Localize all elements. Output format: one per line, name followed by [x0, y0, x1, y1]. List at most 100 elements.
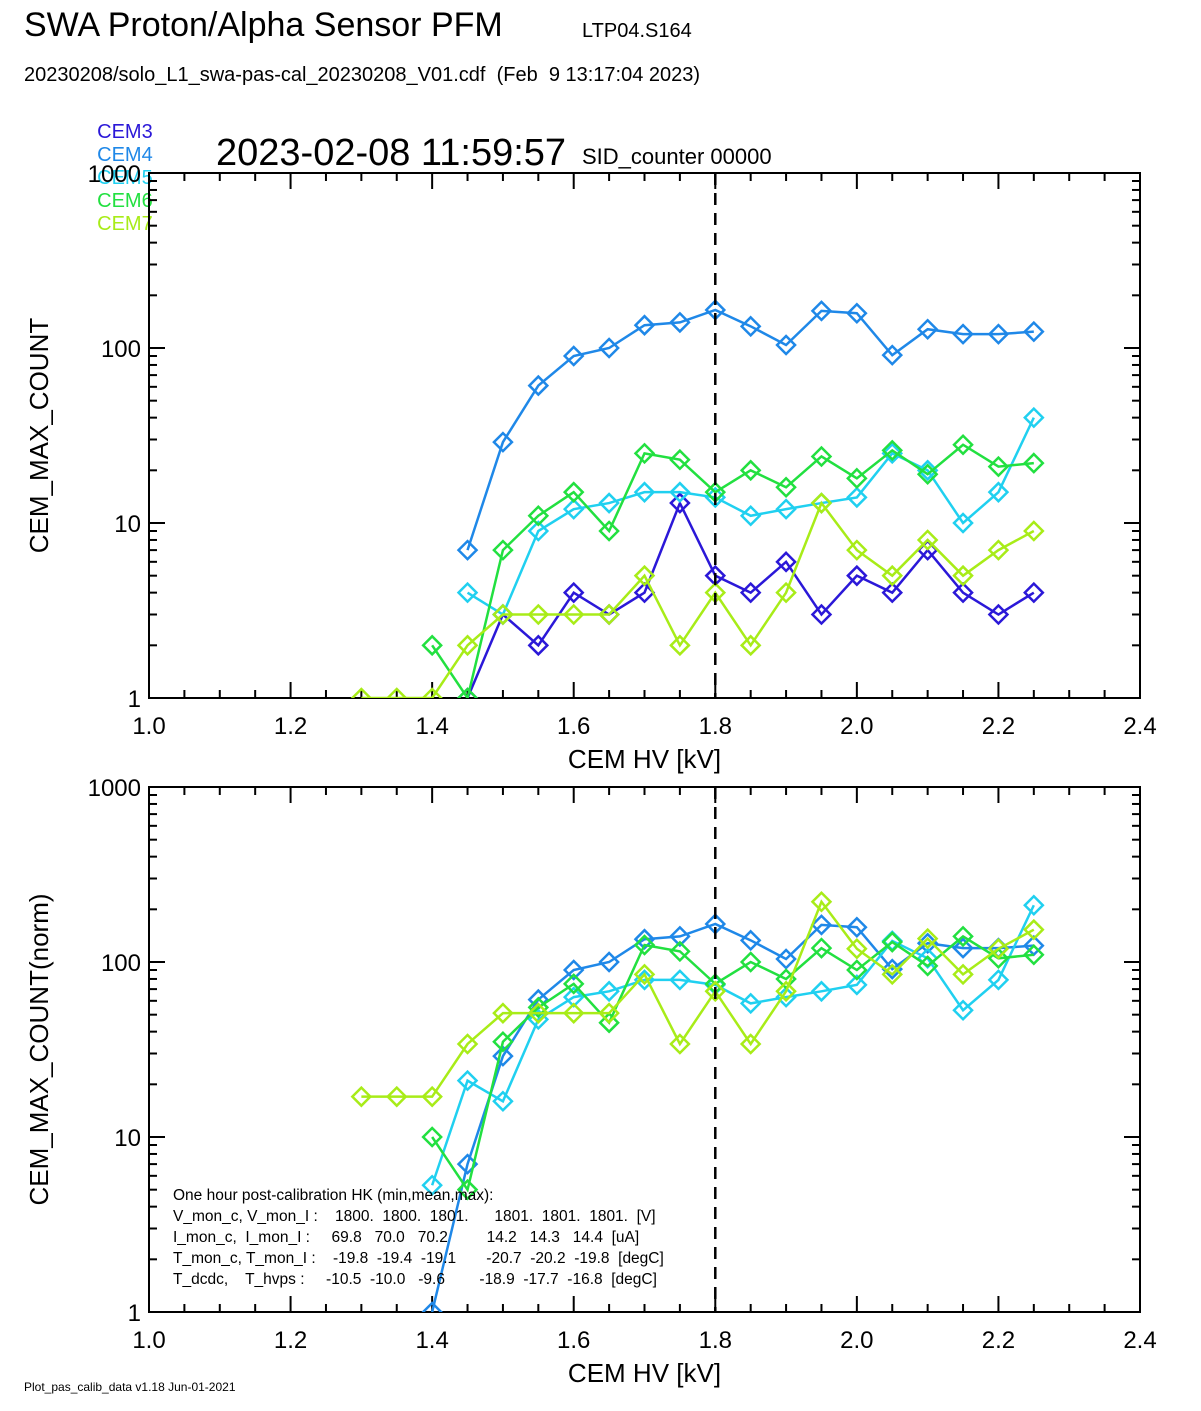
- data-point-cem3: [952, 581, 974, 604]
- data-point-cem4: [775, 334, 797, 356]
- data-point-cem3: [739, 581, 762, 604]
- series-line-cem6: [431, 443, 1034, 698]
- data-point-cem7: [775, 980, 797, 1003]
- x-axis-title: CEM HV [kV]: [568, 1358, 721, 1388]
- data-point-cem6: [987, 947, 1010, 970]
- sid-counter: SID_counter 00000: [582, 144, 772, 169]
- data-point-cem3: [775, 551, 797, 573]
- run-id-label: LTP04.S164: [582, 20, 692, 42]
- data-point-cem6: [846, 959, 868, 981]
- data-point-cem4: [987, 323, 1010, 345]
- legend-item-cem6: CEM6: [97, 190, 153, 212]
- data-point-cem6: [952, 925, 974, 948]
- data-point-cem5: [739, 504, 762, 527]
- data-point-cem5: [987, 969, 1010, 991]
- data-point-cem4: [952, 323, 974, 345]
- data-point-cem6: [598, 1011, 620, 1034]
- data-point-cem5: [1023, 894, 1045, 917]
- series-line-cem4: [466, 308, 1034, 551]
- series-line-cem7: [361, 899, 1035, 1098]
- data-point-cem4: [421, 1301, 443, 1312]
- panel-1: 1.0 1.2 1.4 1.6 1.8 2.0 2.2 2.4 1 10 100 1000 CEM HV…: [24, 161, 1157, 774]
- y-axis-title: CEM_MAX_COUNT(norm): [24, 893, 54, 1205]
- data-point-cem6: [810, 445, 833, 468]
- data-point-cem4: [1023, 934, 1045, 957]
- data-point-cem5: [562, 986, 585, 1008]
- data-point-cem7: [739, 634, 762, 657]
- y-tick-label: 10: [114, 511, 141, 538]
- data-point-cem6: [775, 476, 797, 499]
- data-point-cem7: [669, 1033, 691, 1055]
- hk-line: T_dcdc, T_hvps : -10.5 -10.0 -9.6 -18.9 …: [173, 1271, 657, 1288]
- data-point-cem4: [810, 300, 833, 322]
- data-point-cem7: [527, 603, 550, 626]
- y-tick-label: 1: [128, 686, 141, 713]
- hk-summary: One hour post-calibration HK (min,mean,m…: [173, 1187, 664, 1288]
- x-tick-label: 1.2: [274, 713, 307, 740]
- data-point-cem7: [527, 1002, 550, 1024]
- data-point-cem5: [952, 512, 974, 534]
- data-point-cem4: [633, 928, 656, 950]
- data-point-cem5: [598, 980, 620, 1003]
- data-point-cem7: [987, 938, 1010, 960]
- data-point-cem4: [669, 311, 691, 334]
- data-point-cem7: [846, 938, 868, 960]
- data-point-cem5: [421, 1174, 443, 1197]
- file-info-line: 20230208/solo_L1_swa-pas-cal_20230208_V0…: [24, 64, 701, 86]
- data-point-cem3: [881, 581, 904, 604]
- data-point-cem7: [739, 1033, 762, 1055]
- data-point-cem6: [421, 634, 443, 657]
- data-point-cem5: [952, 999, 974, 1022]
- data-point-cem5: [881, 442, 904, 465]
- data-point-cem7: [350, 1085, 373, 1108]
- data-point-cem7: [562, 1002, 585, 1024]
- data-point-cem5: [916, 459, 939, 482]
- data-point-cem6: [846, 467, 868, 490]
- x-tick-label: 1.4: [415, 1327, 448, 1354]
- series-line-cem5: [466, 417, 1035, 617]
- data-point-cem5: [598, 492, 620, 514]
- data-point-cem4: [846, 302, 868, 325]
- data-point-cem7: [492, 603, 514, 626]
- data-point-cem7: [881, 963, 904, 986]
- y-tick-label: 10: [114, 1125, 141, 1152]
- x-tick-label: 1.6: [557, 713, 590, 740]
- hk-title: One hour post-calibration HK (min,mean,m…: [173, 1187, 493, 1204]
- data-point-cem3: [1023, 581, 1045, 604]
- data-point-cem7: [1023, 918, 1045, 941]
- hk-line: T_mon_c, T_mon_I : -19.8 -19.4 -19.1 -20…: [173, 1250, 664, 1267]
- footer-version: Plot_pas_calib_data v1.18 Jun-01-2021: [24, 1380, 236, 1394]
- data-point-cem5: [456, 1069, 479, 1092]
- panel-2: 1.0 1.2 1.4 1.6 1.8 2.0 2.2 2.4 1 10 100 1000 CEM HV…: [24, 775, 1157, 1388]
- data-point-cem4: [810, 914, 833, 936]
- hk-line: V_mon_c, V_mon_I : 1800. 1800. 1801. 180…: [173, 1208, 656, 1225]
- data-point-cem7: [633, 963, 656, 986]
- data-point-cem6: [916, 955, 939, 977]
- data-point-cem4: [669, 925, 691, 948]
- data-point-cem7: [350, 687, 373, 698]
- data-point-cem6: [987, 455, 1010, 478]
- x-tick-label: 2.4: [1123, 1327, 1156, 1354]
- data-point-cem5: [492, 1090, 514, 1113]
- data-point-cem3: [669, 492, 691, 514]
- data-point-cem6: [527, 996, 550, 1019]
- y-tick-label: 1000: [88, 775, 141, 802]
- data-point-cem7: [492, 1002, 514, 1024]
- data-point-cem6: [633, 442, 656, 465]
- data-point-cem6: [598, 520, 620, 542]
- legend: CEM3 CEM4 CEM5 CEM6 CEM7: [86, 98, 175, 236]
- data-point-cem6: [456, 687, 479, 698]
- data-point-cem4: [739, 929, 762, 952]
- data-point-cem4: [633, 314, 656, 336]
- data-point-cem5: [775, 498, 797, 520]
- data-point-cem3: [846, 564, 868, 587]
- data-point-cem6: [739, 951, 762, 973]
- x-tick-label: 1.8: [699, 713, 732, 740]
- data-point-cem5: [669, 969, 691, 991]
- data-point-cem4: [881, 958, 904, 980]
- x-tick-label: 1.8: [699, 1327, 732, 1354]
- data-point-cem4: [846, 916, 868, 939]
- x-tick-label: 2.0: [840, 1327, 873, 1354]
- data-point-cem4: [492, 431, 514, 453]
